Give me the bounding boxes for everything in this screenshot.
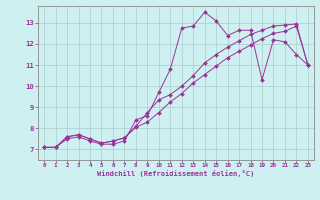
X-axis label: Windchill (Refroidissement éolien,°C): Windchill (Refroidissement éolien,°C) bbox=[97, 170, 255, 177]
